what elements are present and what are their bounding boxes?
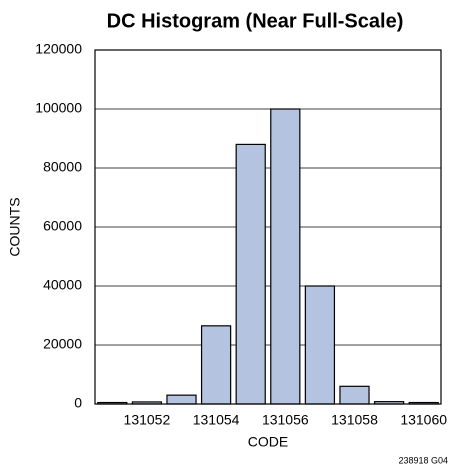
bar — [339, 385, 370, 405]
x-tick-label: 131052 — [124, 412, 171, 428]
plot-frame — [94, 49, 442, 405]
x-tick-label: 131060 — [400, 412, 447, 428]
y-tick-label: 80000 — [43, 159, 82, 175]
bar — [270, 108, 301, 405]
y-tick-label: 20000 — [43, 336, 82, 352]
figure-note: 238918 G04 — [398, 455, 448, 465]
bar — [235, 143, 266, 405]
y-tick-label: 100000 — [35, 100, 82, 116]
x-tick-label: 131054 — [193, 412, 240, 428]
x-tick-label: 131056 — [262, 412, 309, 428]
bar — [166, 394, 197, 405]
y-tick-label: 120000 — [35, 41, 82, 57]
y-tick-label: 60000 — [43, 218, 82, 234]
y-tick-label: 40000 — [43, 277, 82, 293]
x-tick-label: 131058 — [331, 412, 378, 428]
chart-title: DC Histogram (Near Full-Scale) — [107, 10, 404, 32]
bar — [200, 325, 232, 405]
x-axis-label: CODE — [248, 434, 288, 450]
y-axis-label: COUNTS — [7, 197, 23, 256]
y-tick-label: 0 — [74, 395, 82, 411]
bar — [304, 285, 336, 405]
